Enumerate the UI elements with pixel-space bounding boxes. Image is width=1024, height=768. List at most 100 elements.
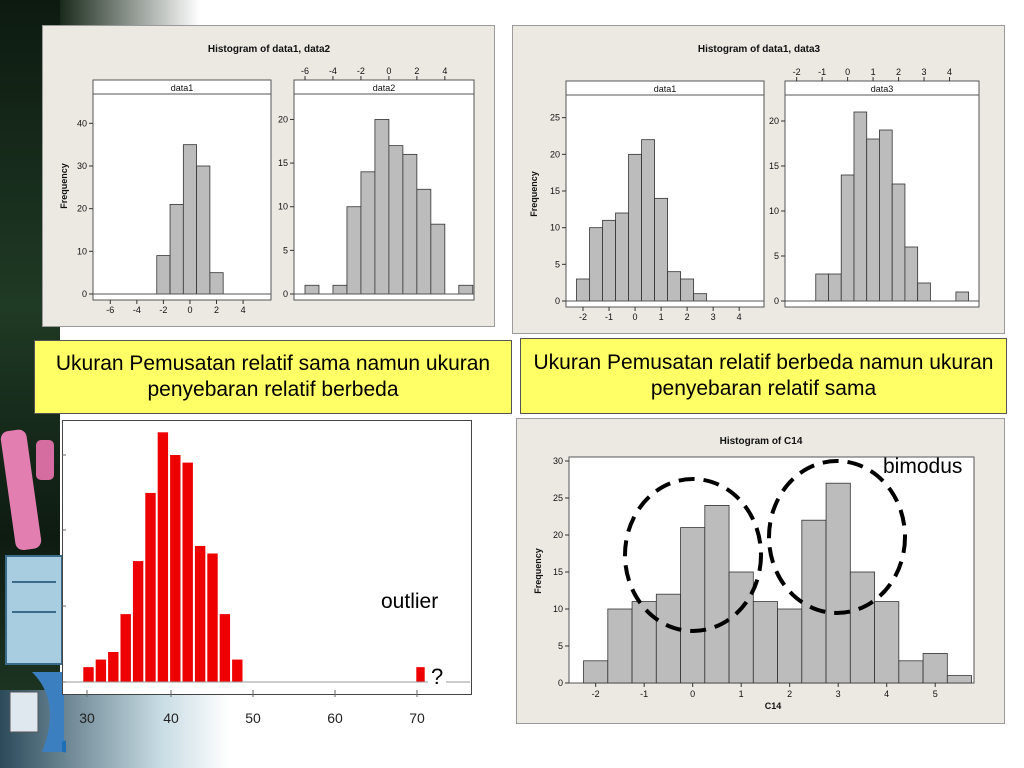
chart-title: Histogram of C14 bbox=[720, 436, 803, 447]
facet-header bbox=[565, 80, 765, 96]
histogram-bar bbox=[95, 658, 107, 683]
histogram-bar bbox=[132, 560, 144, 683]
histogram-bar bbox=[119, 613, 132, 683]
bimodus-annotation: bimodus bbox=[883, 455, 963, 478]
x-tick-label: -1 bbox=[605, 312, 613, 322]
histogram-chart-data1-data2: Histogram of data1, data2 Frequency data1 0… bbox=[59, 44, 475, 315]
y-tick-label: 25 bbox=[550, 113, 560, 123]
x-tick-label: 4 bbox=[241, 305, 246, 315]
x-tick-label: 5 bbox=[933, 689, 938, 699]
histogram-bar bbox=[680, 527, 706, 684]
histogram-bar bbox=[607, 608, 633, 684]
facet-label-data2: data2 bbox=[373, 83, 396, 93]
y-tick-label: 10 bbox=[278, 202, 288, 212]
x-tick-label: -6 bbox=[106, 305, 114, 315]
y-tick-label: 20 bbox=[553, 530, 563, 540]
x-tick-label: -4 bbox=[133, 305, 141, 315]
histogram-bar bbox=[231, 658, 244, 683]
histogram-chart-data1-data3: Histogram of data1, data3 Frequency data1 0… bbox=[529, 44, 980, 322]
facet-label-data3: data3 bbox=[871, 84, 894, 94]
x-tick-label: 0 bbox=[845, 67, 850, 77]
histogram-bar bbox=[194, 545, 206, 683]
histogram-panel-data1-data3: Histogram of data1, data3 Frequency data1 0… bbox=[512, 25, 1005, 334]
y-tick-label: 0 bbox=[774, 296, 779, 306]
histogram-bar bbox=[157, 431, 169, 683]
question-mark-label: ? bbox=[428, 664, 447, 690]
x-tick-label: 0 bbox=[690, 689, 695, 699]
histogram-bar bbox=[181, 462, 194, 683]
x-tick-label: 2 bbox=[214, 305, 219, 315]
x-tick-label: 1 bbox=[739, 689, 744, 699]
histogram-chart-c14: Histogram of C14FrequencyC14051015202530… bbox=[533, 436, 975, 711]
histogram-bar bbox=[946, 675, 972, 684]
y-tick-label: 30 bbox=[77, 161, 87, 171]
x-tick-label: -2 bbox=[579, 312, 587, 322]
y-tick-label: 0 bbox=[558, 678, 563, 688]
x-tick-label: 0 bbox=[386, 66, 391, 76]
x-tick-label: -2 bbox=[159, 305, 167, 315]
histogram-bar bbox=[107, 651, 120, 683]
histogram-bar bbox=[777, 608, 803, 684]
x-tick-label: -1 bbox=[640, 689, 648, 699]
x-axis-label: C14 bbox=[765, 701, 782, 711]
caption-left-text: Ukuran Pemusatan relatif sama namun ukur… bbox=[55, 352, 491, 401]
x-tick-label: 4 bbox=[947, 67, 952, 77]
x-tick-label: -4 bbox=[329, 66, 337, 76]
y-tick-label: 25 bbox=[553, 493, 563, 503]
x-tick-label: 4 bbox=[442, 66, 447, 76]
histogram-bar bbox=[583, 660, 609, 684]
y-tick-label: 5 bbox=[558, 641, 563, 651]
y-tick-label: 10 bbox=[553, 604, 563, 614]
histogram-bar bbox=[704, 505, 730, 684]
chalk-decoration bbox=[0, 429, 54, 551]
x-tick-label: 1 bbox=[659, 312, 664, 322]
y-tick-label: 20 bbox=[77, 204, 87, 214]
histogram-panel-data1-data2: Histogram of data1, data2 Frequency data1 0… bbox=[42, 25, 495, 327]
chart-title: Histogram of data1, data2 bbox=[208, 44, 331, 55]
x-tick-label: 0 bbox=[187, 305, 192, 315]
caption-right: Ukuran Pemusatan relatif berbeda namun u… bbox=[520, 338, 1007, 414]
x-tick-label: 3 bbox=[711, 312, 716, 322]
histogram-bar bbox=[206, 552, 219, 683]
y-tick-label: 20 bbox=[769, 116, 779, 126]
y-tick-label: 5 bbox=[555, 259, 560, 269]
histogram-bar bbox=[219, 613, 231, 683]
histogram-bar bbox=[752, 601, 778, 684]
x-tick-label: -6 bbox=[301, 66, 309, 76]
histogram-bar bbox=[169, 454, 182, 683]
y-tick-label: 0 bbox=[555, 296, 560, 306]
facet-header bbox=[92, 79, 272, 95]
x-tick-label: 40 bbox=[163, 710, 179, 726]
y-tick-label: 20 bbox=[550, 149, 560, 159]
facet-label-data1: data1 bbox=[654, 84, 677, 94]
histogram-bar bbox=[801, 519, 827, 684]
y-tick-label: 10 bbox=[769, 206, 779, 216]
y-tick-label: 40 bbox=[77, 118, 87, 128]
histogram-bar bbox=[874, 601, 900, 684]
x-tick-label: 30 bbox=[79, 710, 95, 726]
mode-circle-left bbox=[623, 477, 763, 633]
x-tick-label: 3 bbox=[836, 689, 841, 699]
x-tick-label: 2 bbox=[685, 312, 690, 322]
y-axis-label: Frequency bbox=[529, 171, 539, 217]
y-axis-label: Frequency bbox=[59, 163, 69, 209]
histogram-bar bbox=[415, 666, 426, 683]
outlier-label: outlier bbox=[381, 590, 439, 613]
x-tick-label: 0 bbox=[633, 312, 638, 322]
histogram-bar bbox=[825, 482, 851, 684]
histogram-bar bbox=[849, 571, 875, 684]
y-tick-label: 30 bbox=[553, 456, 563, 466]
x-tick-label: 50 bbox=[245, 710, 261, 726]
y-axis-label: Frequency bbox=[533, 548, 543, 594]
y-tick-label: 5 bbox=[283, 245, 288, 255]
x-tick-label: 2 bbox=[414, 66, 419, 76]
histogram-bar bbox=[922, 652, 948, 684]
y-tick-label: 15 bbox=[278, 158, 288, 168]
x-tick-label: -2 bbox=[592, 689, 600, 699]
histogram-bar bbox=[82, 666, 95, 683]
facet-header bbox=[293, 79, 475, 95]
histogram-bar bbox=[655, 593, 681, 684]
histogram-bar bbox=[898, 660, 924, 684]
y-tick-label: 15 bbox=[769, 161, 779, 171]
